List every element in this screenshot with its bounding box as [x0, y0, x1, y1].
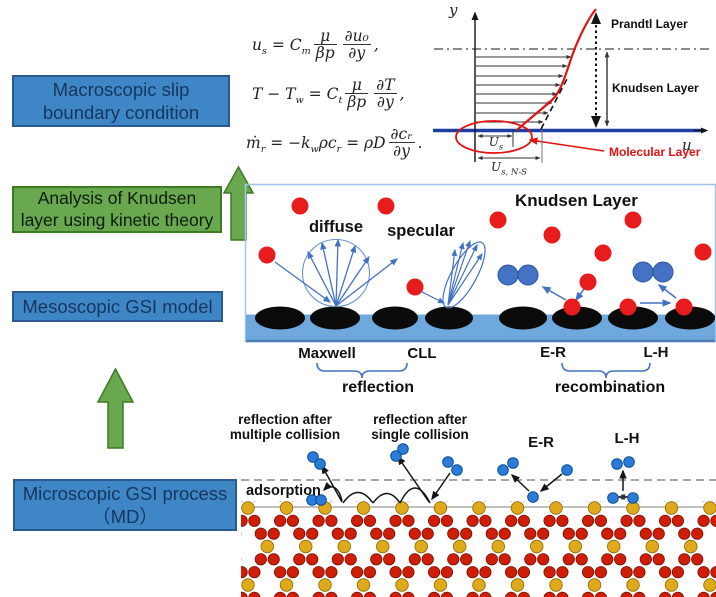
- knudsen-layer-title: Knudsen Layer: [515, 191, 638, 210]
- single-collision-label: reflection after single collision: [371, 412, 469, 442]
- crystal-lattice: [241, 501, 716, 597]
- molecular-layer-pointer: [528, 137, 605, 152]
- er-recombination-arrows: [541, 286, 585, 302]
- temperature-jump-equation: T − Tw = Ct μ βp ∂T ∂y,: [252, 76, 405, 112]
- er-label: E-R: [540, 344, 566, 361]
- recombination-label: recombination: [554, 379, 666, 396]
- md-molecules: [306, 443, 639, 506]
- md-trajectory: [321, 455, 629, 504]
- diffuse-fan: [274, 238, 399, 308]
- box-line: Mesoscopic GSI model: [22, 295, 213, 317]
- box-mesoscopic-gsi: Mesoscopic GSI model: [12, 291, 223, 322]
- specular-lobe: [419, 239, 486, 309]
- box-line: Microscopic GSI process: [22, 482, 228, 504]
- mass-flux-equation: ṁr = −kwρcr = ρD ∂cᵣ ∂y.: [246, 125, 423, 161]
- er-md-label: E-R: [528, 434, 554, 451]
- lh-recombination-arrows: [640, 284, 677, 307]
- specular-label: specular: [387, 222, 455, 240]
- u-axis-label: u: [682, 136, 692, 154]
- surface-sites: [255, 306, 715, 330]
- box-macroscopic-slip: Macroscopic slip boundary condition: [12, 75, 230, 127]
- ns-slip-velocity-symbol: Us, N-S: [490, 160, 528, 178]
- velocity-curve: [516, 8, 597, 131]
- box-line: Macroscopic slip: [52, 78, 190, 100]
- box-microscopic-gsi: Microscopic GSI process （MD）: [13, 479, 237, 531]
- slip-ellipse: [455, 120, 533, 154]
- box-line: layer using kinetic theory: [20, 209, 214, 230]
- slip-measure-arrows: [477, 130, 543, 163]
- slip-velocity-symbol: Us: [488, 135, 504, 153]
- reflection-label: reflection: [341, 379, 415, 396]
- lh-label: L-H: [643, 344, 669, 361]
- diffuse-label: diffuse: [308, 218, 364, 236]
- gas-molecules: [258, 197, 712, 316]
- molecular-layer-label: Molecular Layer: [609, 145, 701, 159]
- box-line: boundary condition: [42, 102, 200, 123]
- slip-velocity-equation: us = Cm μ βp ∂u₀ ∂y,: [252, 27, 379, 63]
- velocity-profile-arrows: [476, 55, 572, 124]
- brace: [316, 362, 651, 379]
- box-line: （MD）: [92, 506, 158, 527]
- y-axis-label: y: [449, 1, 458, 19]
- md-panel: [241, 443, 716, 597]
- multiple-collision-label: reflection after multiple collision: [229, 412, 341, 442]
- molecule-dimer: [497, 261, 674, 286]
- box-knudsen-analysis: Analysis of Knudsen layer using kinetic …: [12, 186, 222, 233]
- lh-md-label: L-H: [614, 430, 640, 447]
- slip-velocity-plot: [433, 8, 712, 163]
- cll-label: CLL: [407, 345, 437, 362]
- maxwell-label: Maxwell: [298, 345, 356, 362]
- knudsen-layer-plot-label: Knudsen Layer: [612, 81, 699, 95]
- adsorption-label: adsorption: [246, 483, 321, 499]
- prandtl-layer-label: Prandtl Layer: [611, 17, 688, 31]
- box-line: Analysis of Knudsen: [37, 187, 197, 208]
